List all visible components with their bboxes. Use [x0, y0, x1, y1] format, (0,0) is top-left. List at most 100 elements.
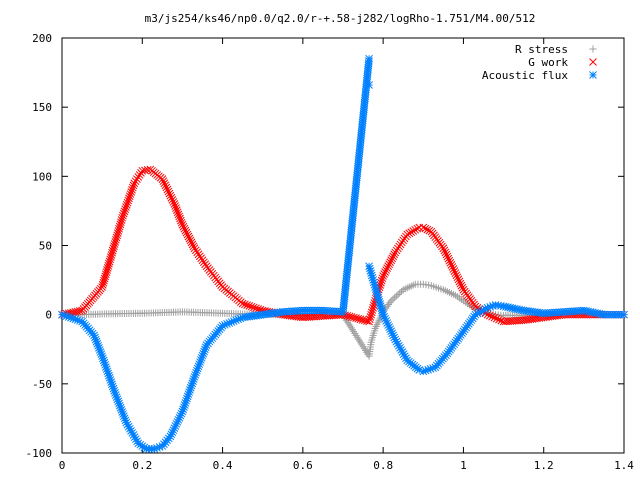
data-point	[415, 223, 424, 232]
data-point	[160, 179, 169, 188]
data-point	[419, 223, 428, 232]
data-point	[115, 222, 124, 231]
y-tick-label: -100	[26, 447, 53, 460]
data-point	[448, 263, 457, 271]
data-point	[125, 194, 133, 203]
data-point	[388, 254, 397, 263]
x-tick-label: 1.4	[614, 459, 634, 472]
data-point	[101, 270, 110, 279]
data-point	[133, 175, 141, 183]
data-point	[177, 218, 186, 227]
series-acoustic-flux	[58, 54, 628, 453]
data-point	[135, 171, 144, 179]
data-point	[179, 222, 188, 231]
data-point	[158, 175, 167, 183]
x-tick-label: 0.6	[293, 459, 313, 472]
data-point	[175, 212, 184, 221]
data-point	[117, 216, 126, 224]
data-point	[492, 314, 501, 323]
data-point	[120, 207, 129, 216]
data-point	[172, 204, 180, 213]
data-point	[176, 214, 184, 223]
data-point	[389, 252, 398, 261]
legend-label: G work	[528, 56, 568, 69]
data-point	[167, 193, 176, 202]
data-point	[117, 218, 125, 227]
data-point	[442, 250, 451, 259]
data-point	[423, 225, 432, 234]
data-point	[421, 224, 430, 233]
data-point	[367, 310, 375, 319]
data-point	[124, 196, 133, 205]
data-point	[187, 238, 196, 247]
data-point	[182, 228, 191, 237]
data-point	[113, 231, 121, 240]
data-point	[178, 220, 187, 229]
data-point	[354, 314, 363, 323]
data-point	[413, 224, 422, 233]
data-point	[108, 246, 117, 255]
data-point	[116, 220, 125, 229]
data-point	[101, 272, 110, 281]
data-point	[109, 244, 118, 253]
data-point	[164, 187, 173, 196]
data-point	[409, 227, 418, 235]
data-point	[166, 191, 175, 200]
data-point	[107, 251, 116, 259]
x-tick-label: 0.4	[213, 459, 233, 472]
data-point	[126, 190, 135, 198]
data-point	[249, 303, 258, 312]
data-point	[98, 283, 106, 291]
legend-marker	[589, 58, 597, 66]
data-point	[103, 263, 112, 272]
data-point	[105, 259, 113, 268]
data-point	[369, 303, 377, 312]
x-tick-label: 1.2	[534, 459, 554, 472]
data-point	[100, 276, 108, 285]
plot-area	[58, 54, 628, 453]
data-point	[457, 281, 466, 290]
data-point	[102, 268, 111, 276]
plot-frame	[61, 37, 625, 454]
data-point	[173, 208, 182, 217]
x-tick-label: 0	[59, 459, 66, 472]
data-point	[129, 181, 138, 190]
data-point	[137, 169, 145, 177]
data-point	[385, 260, 394, 269]
data-point	[103, 266, 111, 274]
data-point	[382, 266, 391, 274]
data-point	[440, 246, 449, 255]
data-point	[245, 302, 254, 310]
data-point	[458, 283, 467, 292]
data-point	[128, 183, 137, 192]
data-point	[392, 292, 400, 300]
data-point	[119, 209, 128, 218]
data-point	[171, 202, 180, 210]
data-point	[446, 258, 455, 267]
data-point	[365, 54, 373, 63]
data-point	[366, 313, 375, 321]
data-point	[114, 227, 123, 235]
data-point	[161, 181, 170, 190]
data-point	[106, 255, 115, 264]
data-point	[495, 315, 503, 324]
data-point	[454, 275, 463, 284]
data-point	[345, 312, 354, 321]
data-point	[443, 252, 452, 261]
y-tick-label: 150	[32, 101, 52, 114]
data-point	[381, 268, 390, 276]
data-point	[445, 256, 454, 265]
data-point	[451, 269, 460, 278]
data-point	[125, 424, 134, 433]
data-point	[125, 192, 134, 201]
data-point	[165, 189, 174, 198]
x-tick-label: 1	[460, 459, 467, 472]
data-point	[387, 256, 396, 265]
data-point	[386, 258, 395, 267]
data-point	[113, 229, 122, 237]
legend-label: R stress	[515, 43, 568, 56]
data-point	[365, 315, 374, 324]
data-point	[169, 198, 178, 206]
data-point	[356, 315, 365, 324]
